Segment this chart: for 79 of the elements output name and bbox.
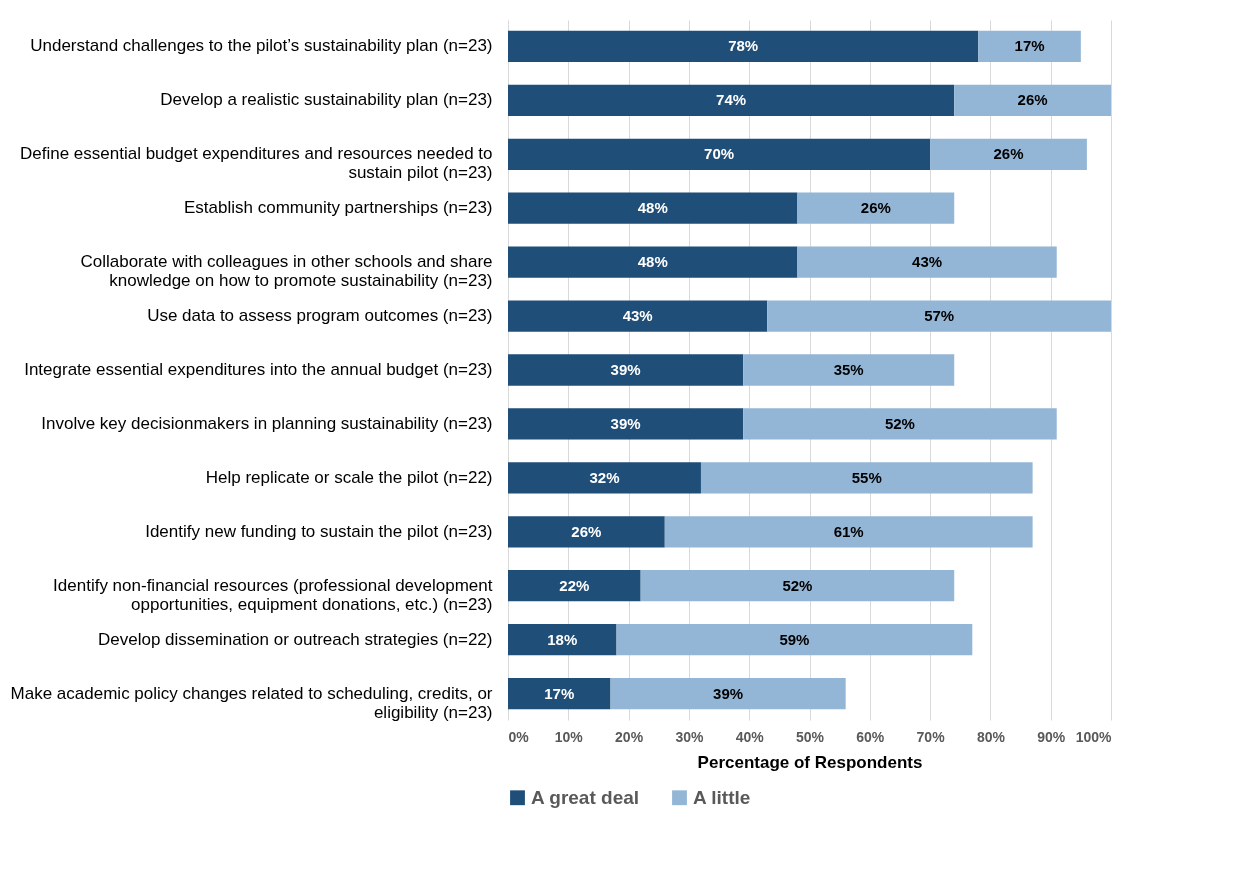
data-label: 70% <box>704 145 735 163</box>
bar <box>978 30 1081 63</box>
bar <box>508 516 665 548</box>
bar <box>508 246 798 278</box>
bar <box>954 84 1111 116</box>
data-label: 39% <box>610 361 641 378</box>
data-label: 26% <box>1017 91 1048 109</box>
y-tick-label: Help replicate or scale the pilot (n=22) <box>205 467 493 487</box>
data-label: 22% <box>559 576 590 594</box>
data-label: 52% <box>884 414 915 432</box>
data-label: 26% <box>860 199 891 217</box>
y-tick-label: Integrate essential expenditures into the annual budget (n=23) <box>24 360 493 379</box>
data-label: 17% <box>544 684 575 702</box>
x-tick-label: 10% <box>554 728 584 745</box>
x-tick-label: 80% <box>976 728 1006 745</box>
data-label: 26% <box>993 145 1024 163</box>
x-tick-label: 100% <box>1075 728 1113 745</box>
bar <box>743 408 1057 440</box>
data-label: 39% <box>610 414 641 432</box>
data-label: 43% <box>622 307 653 325</box>
data-label: 43% <box>912 253 943 271</box>
bar <box>640 570 955 602</box>
y-tick-label: Collaborate with colleagues in other schools and share knowledge on how to promote sustainability (n=23) <box>80 252 493 291</box>
data-label: 61% <box>833 522 864 540</box>
bar <box>797 246 1057 278</box>
x-tick-label: 50% <box>795 728 825 745</box>
bar <box>508 624 617 656</box>
x-tick-label: 40% <box>735 728 765 745</box>
data-label: 74% <box>716 91 747 109</box>
bar <box>664 516 1033 548</box>
data-label: 39% <box>713 684 744 702</box>
data-label: 26% <box>571 522 602 540</box>
bar <box>767 300 1111 332</box>
data-label: 48% <box>637 199 668 217</box>
data-label: 57% <box>924 307 955 325</box>
y-tick-label: Identify new funding to sustain the pilot (n=23) <box>145 521 493 541</box>
bar <box>508 677 611 710</box>
data-label: 52% <box>782 576 813 594</box>
bar <box>508 300 768 332</box>
bar <box>610 677 846 710</box>
x-axis-title: Percentage of Respondents <box>697 752 923 772</box>
x-tick-label: 30% <box>675 728 704 745</box>
y-tick-label: Develop a realistic sustainability plan (n=23) <box>160 90 493 110</box>
bar <box>508 570 641 602</box>
bar <box>508 138 931 170</box>
data-label: 48% <box>637 253 668 271</box>
x-tick-label: 60% <box>856 728 885 745</box>
data-label: 55% <box>851 468 882 486</box>
y-tick-label: Involve key decisionmakers in planning sustainability (n=23) <box>41 413 493 433</box>
bar <box>508 408 744 440</box>
data-label: 59% <box>779 630 810 648</box>
y-tick-label: Understand challenges to the pilot’s sustainability plan (n=23) <box>30 36 493 56</box>
legend-label: A great deal <box>531 786 640 808</box>
bar <box>508 354 744 386</box>
x-tick-label: 70% <box>916 728 946 745</box>
bar <box>616 624 973 656</box>
data-label: 78% <box>728 37 759 55</box>
y-tick-label: Use data to assess program outcomes (n=23) <box>147 306 493 326</box>
bar <box>743 354 955 386</box>
x-tick-label: 20% <box>615 728 644 745</box>
legend-label: A little <box>693 786 751 808</box>
data-label: 18% <box>547 630 578 648</box>
x-tick-label: 0% <box>508 728 530 745</box>
data-label: 35% <box>833 361 864 378</box>
x-tick-label: 90% <box>1037 728 1066 745</box>
bar <box>700 462 1033 494</box>
y-tick-label: Develop dissemination or outreach strategies (n=22) <box>97 629 493 649</box>
data-label: 17% <box>1014 37 1045 55</box>
y-tick-label: Identify non-financial resources (professional development opportunities, equipment donations, etc.) (n=23) <box>53 575 493 614</box>
y-tick-label: Define essential budget expenditures and resources needed to sustain pilot (n=23) <box>19 144 493 183</box>
bar <box>508 84 955 116</box>
bar <box>930 138 1087 170</box>
bar <box>508 30 979 63</box>
data-label: 32% <box>589 468 620 486</box>
bar <box>797 192 955 224</box>
bar <box>508 462 701 494</box>
y-tick-label: Establish community partnerships (n=23) <box>184 198 493 218</box>
y-tick-label: Make academic policy changes related to scheduling, credits, or eligibility (n=23) <box>10 683 493 722</box>
bar <box>508 192 798 224</box>
